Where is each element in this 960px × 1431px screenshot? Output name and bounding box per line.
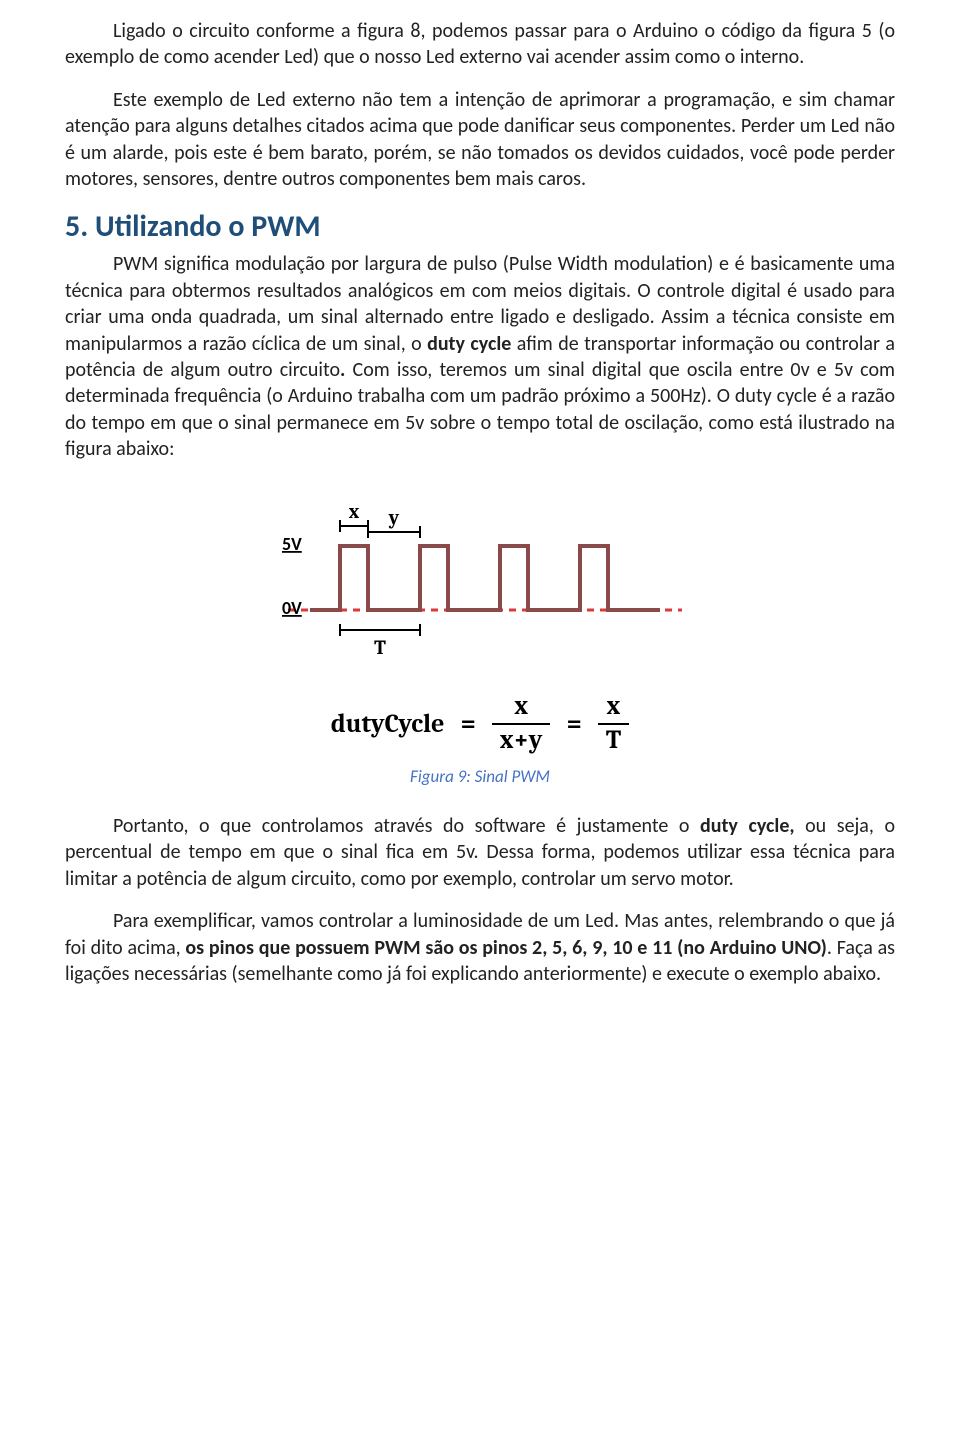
svg-text:0V: 0V [282,597,302,619]
figure-pwm-wave: x y T 5V 0V [65,480,895,675]
text-run-bold: os pinos que possuem PWM são os pinos 2,… [185,936,826,960]
formula-frac-1: x x+y [492,693,551,754]
paragraph-pwm-desc: PWM significa modulação por largura de p… [65,251,895,462]
formula-frac-2: x T [598,693,629,754]
svg-text:x: x [349,500,360,523]
frac-num: x [506,693,536,722]
formula-eq: = [460,709,475,739]
section-heading-pwm: 5. Utilizando o PWM [65,208,895,245]
duty-cycle-formula: dutyCycle = x x+y = x T [65,693,895,754]
svg-text:T: T [374,636,386,659]
text-run-bold: . [340,358,353,382]
paragraph-intro-2: Este exemplo de Led externo não tem a in… [65,87,895,193]
formula-lhs: dutyCycle [331,709,445,739]
frac-num: x [599,693,629,722]
paragraph-example-led: Para exemplificar, vamos controlar a lum… [65,908,895,987]
svg-text:5V: 5V [282,533,302,555]
pwm-wave-svg: x y T 5V 0V [270,480,690,670]
text-run-bold: duty cycle [427,332,511,356]
paragraph-intro-1: Ligado o circuito conforme a figura 8, p… [65,18,895,71]
paragraph-duty-explain: Portanto, o que controlamos através do s… [65,813,895,892]
text-run-bold: duty cycle, [700,814,805,838]
frac-den: T [598,723,629,754]
text-run: Portanto, o que controlamos através do s… [113,814,700,838]
formula-eq: = [566,709,581,739]
frac-den: x+y [492,723,551,754]
svg-text:y: y [388,506,400,529]
figure-caption: Figura 9: Sinal PWM [65,766,895,787]
